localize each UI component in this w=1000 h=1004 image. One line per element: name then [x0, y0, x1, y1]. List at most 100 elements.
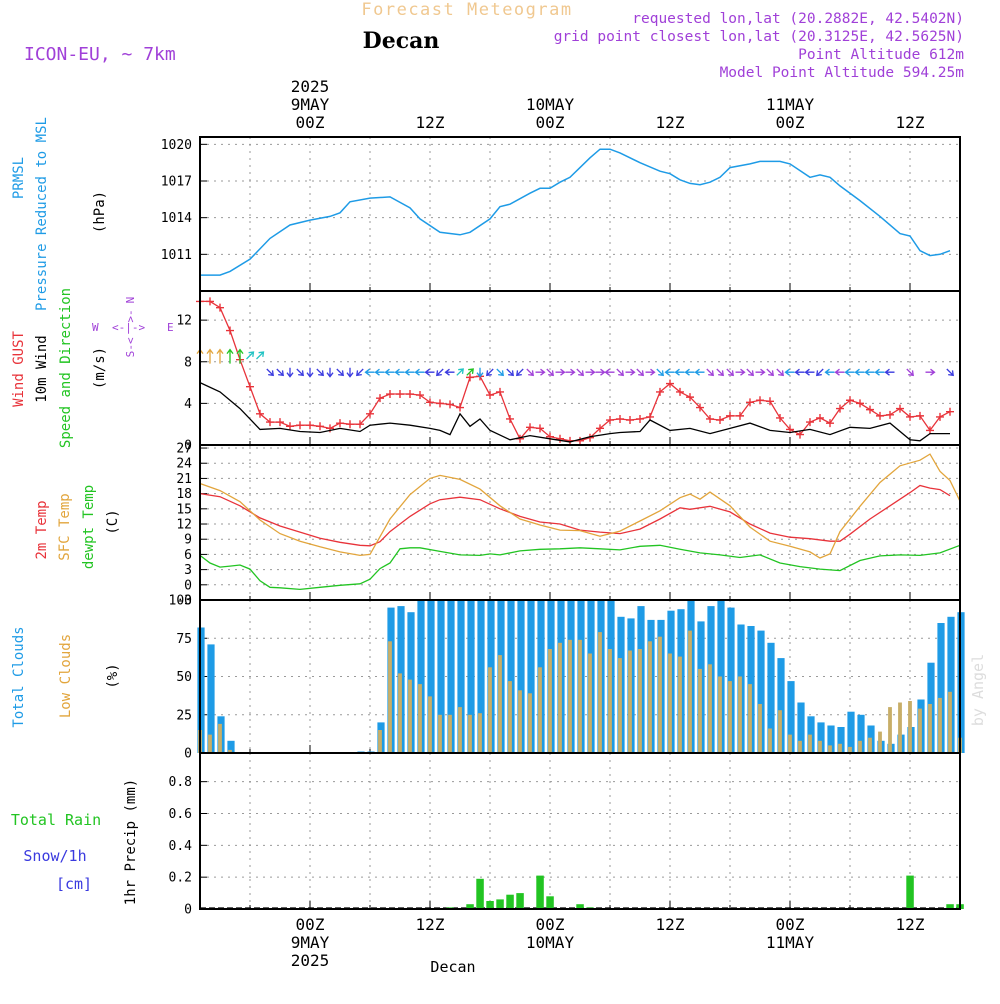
- gust-marker: [276, 418, 284, 427]
- total-cloud-bar: [727, 607, 735, 753]
- pressure-label-unit: (hPa): [92, 191, 108, 233]
- total-cloud-bar: [777, 658, 785, 753]
- wind-direction-arrow: [706, 368, 714, 377]
- low-cloud-bar: [838, 743, 842, 753]
- bottom-axis-label: 12Z: [896, 915, 925, 934]
- low-cloud-bar: [928, 704, 932, 753]
- gust-marker: [366, 409, 374, 418]
- temp-sfc-line: [199, 453, 961, 559]
- wind-direction-arrow: [656, 368, 664, 377]
- wind-direction-arrow: [316, 368, 324, 377]
- total-cloud-bar: [787, 681, 795, 753]
- total-cloud-bar: [507, 600, 515, 753]
- y-tick-label: 25: [176, 708, 192, 723]
- compass-vert-line-bot: -<: [124, 337, 137, 351]
- wind-direction-arrow: [296, 368, 304, 377]
- wind-direction-arrow: [595, 368, 606, 376]
- wind-direction-arrow: [674, 368, 685, 376]
- gust-marker: [286, 422, 294, 431]
- gust-marker: [336, 419, 344, 428]
- low-cloud-bar: [668, 653, 672, 753]
- wind-direction-arrow: [844, 368, 855, 376]
- low-cloud-bar: [788, 734, 792, 753]
- wind-direction-arrow: [404, 368, 415, 376]
- gust-marker: [816, 413, 824, 422]
- gust-marker: [916, 411, 924, 420]
- wind-direction-arrow: [236, 348, 244, 364]
- point-altitude: Point Altitude 612m: [798, 47, 964, 63]
- wind-direction-arrow: [246, 351, 255, 360]
- wind-direction-arrow: [604, 368, 615, 376]
- y-tick-label: 9: [184, 533, 192, 548]
- top-axis-label: 10MAY: [526, 95, 575, 114]
- gust-marker: [266, 418, 274, 427]
- temp-label-dewpt: dewpt Temp: [81, 485, 97, 569]
- gust-marker: [906, 412, 914, 421]
- rain-bar: [906, 875, 914, 909]
- wind-direction-arrow: [746, 368, 754, 377]
- gust-marker: [746, 398, 754, 407]
- model-label: ICON-EU, ~ 7km: [24, 44, 176, 65]
- gust-marker: [526, 423, 534, 432]
- low-cloud-bar: [378, 730, 382, 753]
- y-tick-label: 100: [169, 594, 192, 609]
- rain-bar: [486, 901, 494, 909]
- y-tick-label: 18: [176, 487, 192, 502]
- low-cloud-bar: [418, 684, 422, 753]
- bottom-axis-label: 00Z: [296, 915, 325, 934]
- requested-coords: requested lon,lat (20.2882E, 42.5402N): [632, 11, 964, 27]
- wind-direction-arrow: [716, 368, 724, 377]
- bottom-axis-label: 00Z: [776, 915, 805, 934]
- wind-direction-arrow: [576, 368, 584, 377]
- wind-direction-arrow: [884, 368, 895, 376]
- y-tick-label: 1017: [161, 175, 192, 190]
- compass-east: E: [167, 321, 174, 334]
- gust-marker: [486, 391, 494, 400]
- gust-marker: [656, 387, 664, 396]
- bottom-axis-label: 9MAY: [291, 933, 330, 952]
- gust-marker: [876, 411, 884, 420]
- low-cloud-bar: [698, 668, 702, 753]
- wind-direction-arrow: [766, 368, 774, 377]
- wind-label-direction: Speed and Direction: [58, 288, 74, 448]
- wind-direction-arrow: [356, 368, 364, 377]
- low-cloud-bar: [878, 731, 882, 753]
- gust-marker: [756, 396, 764, 405]
- gust-marker: [696, 403, 704, 412]
- wind-direction-arrow: [206, 348, 214, 364]
- rain-bar: [546, 896, 554, 909]
- rain-bar: [946, 904, 954, 909]
- gust-marker: [456, 403, 464, 412]
- wind-direction-arrow: [854, 368, 865, 376]
- low-cloud-bar: [588, 653, 592, 753]
- top-axis-label: 00Z: [296, 113, 325, 132]
- gust-marker: [886, 410, 894, 419]
- wind-direction-arrow: [735, 368, 746, 376]
- gust-marker: [256, 409, 264, 418]
- title-top: Forecast Meteogram: [361, 0, 572, 20]
- gust-marker: [806, 418, 814, 427]
- wind-direction-arrow: [266, 368, 274, 377]
- low-cloud-bar: [608, 649, 612, 753]
- bottom-axis-label: 12Z: [656, 915, 685, 934]
- wind-direction-arrow: [436, 368, 444, 377]
- compass-vert-line-top: >-: [124, 309, 137, 322]
- rain-bar: [476, 878, 484, 909]
- low-cloud-bar: [558, 642, 562, 753]
- low-cloud-bar: [748, 684, 752, 753]
- wind-direction-arrow: [364, 368, 375, 376]
- low-cloud-bar: [408, 679, 412, 753]
- low-cloud-bar: [648, 641, 652, 753]
- gust-marker: [416, 391, 424, 400]
- prmsl-line: [200, 148, 951, 276]
- low-cloud-bar: [228, 749, 232, 753]
- wind-direction-arrow: [645, 368, 656, 376]
- gust-marker: [206, 297, 214, 306]
- gust-marker: [596, 424, 604, 433]
- wind-direction-arrow: [476, 367, 484, 378]
- wind-direction-arrow: [925, 368, 936, 376]
- gust-marker: [426, 398, 434, 407]
- wind-direction-arrow: [816, 368, 824, 377]
- dewpt-line: [199, 544, 961, 591]
- low-cloud-bar: [678, 656, 682, 753]
